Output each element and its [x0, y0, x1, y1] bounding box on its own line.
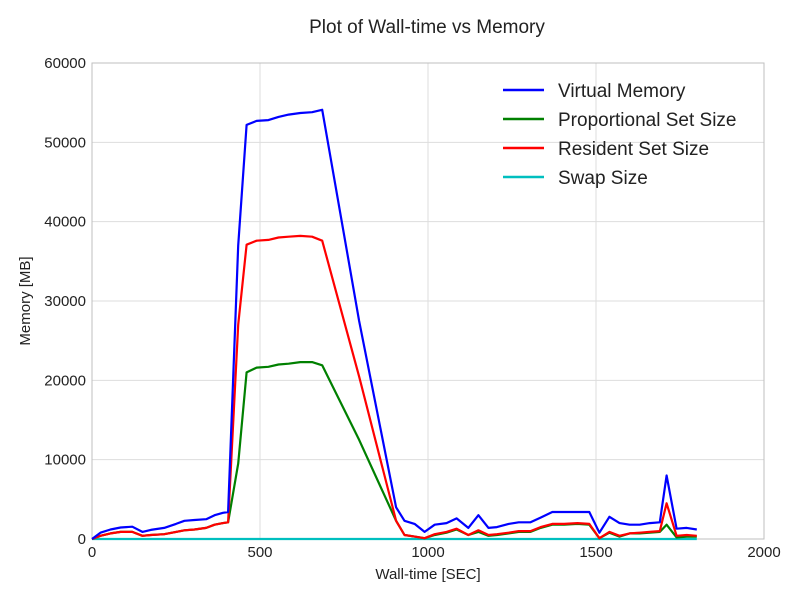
x-tick-label: 1000: [411, 544, 444, 561]
y-tick-label: 20000: [44, 372, 86, 389]
x-axis-label: Wall-time [SEC]: [375, 566, 480, 583]
series-line-virtual-memory: [91, 108, 697, 540]
y-tick-label: 30000: [44, 293, 86, 310]
x-tick-label: 2000: [747, 544, 780, 561]
y-axis-label: Memory [MB]: [17, 256, 34, 345]
legend-label-resident-set-size: Resident Set Size: [558, 139, 709, 160]
grid-lines: [91, 62, 765, 540]
y-tick-label: 40000: [44, 214, 86, 231]
x-tick-label: 0: [88, 544, 96, 561]
y-tick-label: 0: [78, 531, 86, 548]
y-tick-label: 50000: [44, 134, 86, 151]
legend-label-swap-size: Swap Size: [558, 168, 648, 189]
series-lines: [91, 108, 697, 541]
x-tick-label: 1500: [579, 544, 612, 561]
y-tick-label: 60000: [44, 55, 86, 72]
y-tick-labels: 0 10000 20000 30000 40000 50000 60000: [44, 55, 86, 548]
series-line-resident-set-size: [91, 234, 697, 541]
legend: Virtual Memory Proportional Set Size Resid…: [503, 81, 737, 189]
legend-label-virtual-memory: Virtual Memory: [558, 81, 686, 102]
x-tick-labels: 0 500 1000 1500 2000: [88, 544, 781, 561]
x-tick-label: 500: [247, 544, 272, 561]
y-tick-label: 10000: [44, 452, 86, 469]
legend-label-proportional-set-size: Proportional Set Size: [558, 110, 737, 131]
chart-title: Plot of Wall-time vs Memory: [309, 17, 545, 38]
